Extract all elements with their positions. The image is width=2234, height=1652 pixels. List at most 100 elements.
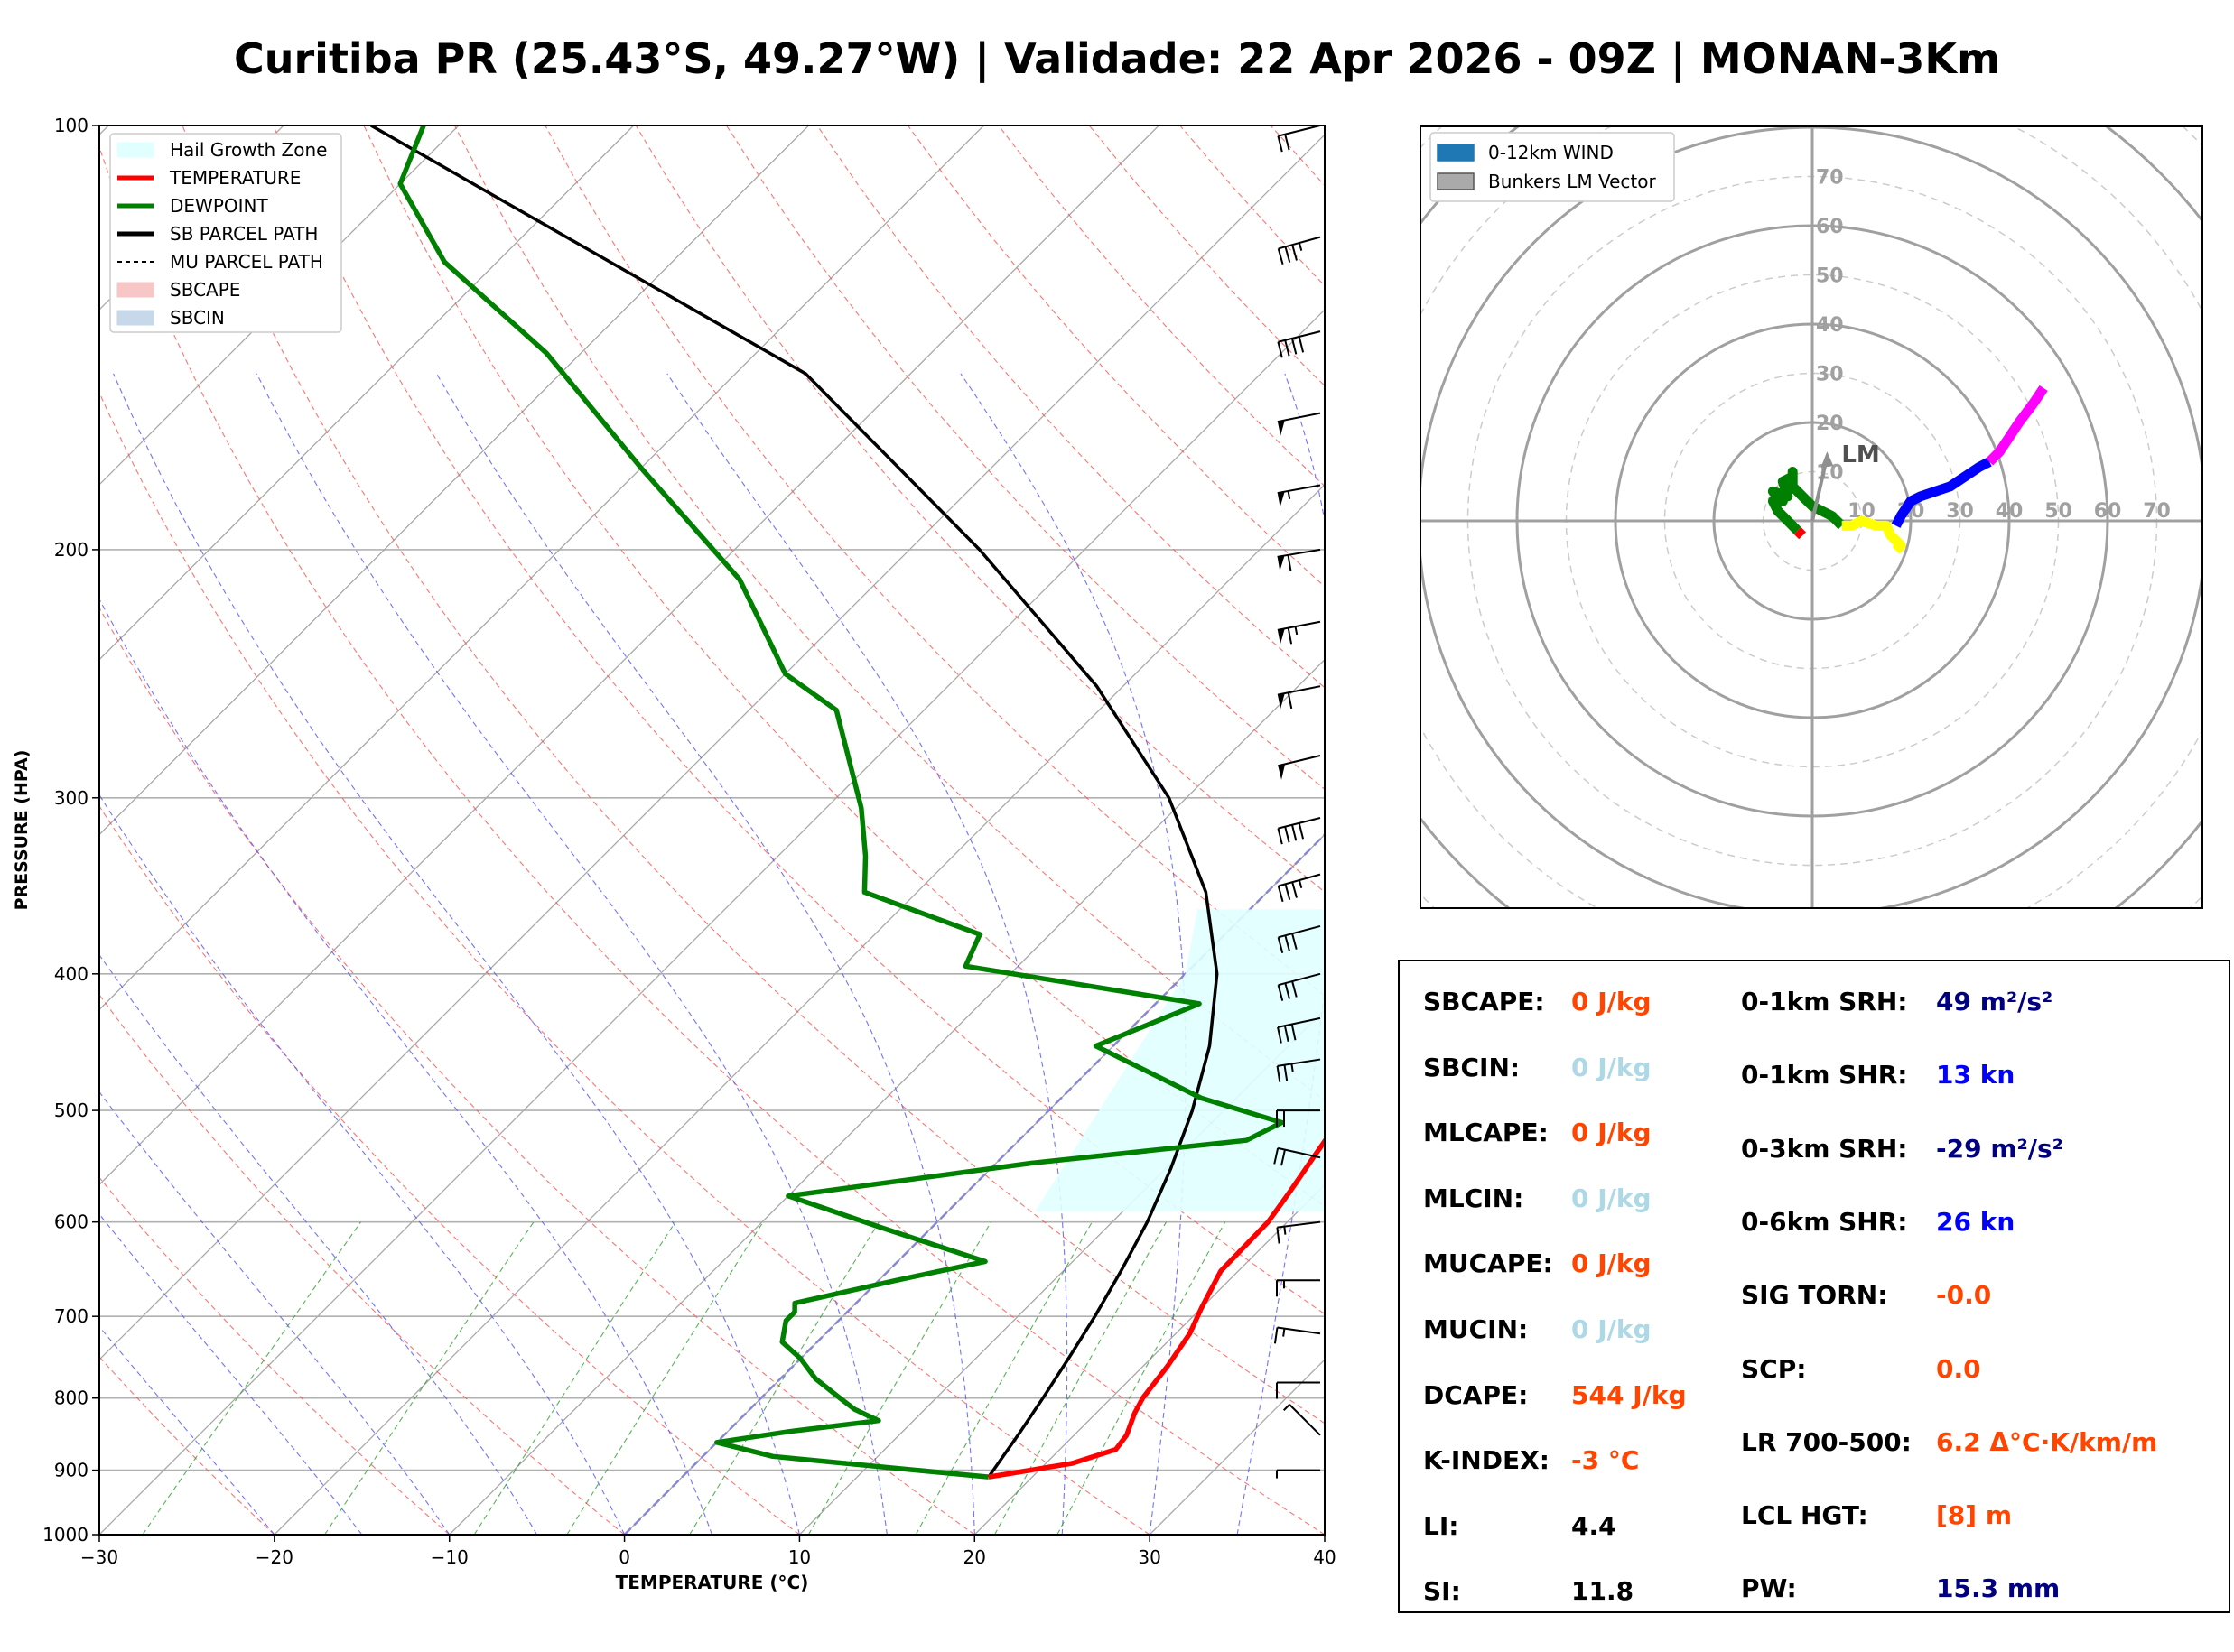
ring-label-y: 50 [1816, 265, 1844, 288]
wind-barb-full [1298, 822, 1305, 840]
wind-barb [1277, 685, 1321, 710]
wind-barb [1276, 1058, 1321, 1082]
temperature-line [988, 1137, 1325, 1480]
dry-adiabat [545, 125, 1325, 997]
wind-barb-half [1298, 242, 1303, 251]
wind-barb-half [1287, 490, 1291, 499]
x-tick-label: 0 [619, 1546, 630, 1568]
x-tick-label: −30 [80, 1546, 118, 1568]
bunkers-lm-arrowhead [1820, 451, 1834, 469]
wind-barb-full [1291, 244, 1298, 261]
wind-barb-full [1277, 984, 1284, 1001]
x-tick-label: 20 [963, 1546, 986, 1568]
legend-label: 0-12km WIND [1488, 142, 1614, 163]
wind-barb-full [1276, 1227, 1280, 1244]
hodograph-trace [1891, 457, 1992, 528]
isotherm-line [99, 309, 1325, 1535]
isotherm-line [99, 125, 810, 836]
index-value: 0.0 [1936, 1353, 1981, 1384]
wind-barb [1276, 1469, 1320, 1479]
legend-label: SBCIN [170, 307, 225, 329]
legend-label: MU PARCEL PATH [170, 251, 323, 273]
wind-barb-full [1291, 980, 1298, 998]
y-tick-label: 900 [54, 1460, 88, 1481]
x-axis-label: TEMPERATURE (°C) [616, 1572, 809, 1593]
skew-t-frame [98, 125, 1326, 1536]
wind-barb-full [1284, 884, 1291, 900]
moist-adiabat [1324, 1532, 1325, 1535]
wind-barb-full [1277, 886, 1284, 903]
wind-barb-full [1277, 828, 1283, 845]
hodograph-legend: 0-12km WIND Bunkers LM Vector [1429, 132, 1675, 202]
legend-label: SBCAPE [170, 279, 240, 301]
skew-t-plot-area [99, 125, 1325, 1535]
x-tick-label: −10 [431, 1546, 469, 1568]
index-label: PW: [1741, 1573, 1797, 1604]
legend-swatch [116, 142, 154, 158]
wind-barb [1277, 236, 1321, 265]
wind-barb-full [1290, 1024, 1297, 1041]
dry-adiabat [1088, 125, 1325, 387]
ring-label-x: 70 [2143, 500, 2171, 523]
legend-box [1429, 132, 1675, 202]
isotherm-line [798, 1008, 1325, 1535]
dry-adiabat [99, 607, 975, 1535]
wind-barb-full [1291, 933, 1298, 950]
x-tick-label: 40 [1313, 1546, 1336, 1568]
wind-barb-half [1298, 879, 1303, 889]
index-value: 26 kn [1936, 1206, 2015, 1237]
dry-adiabat [453, 125, 1325, 1101]
mixing-ratio-line [994, 1221, 1167, 1535]
legend-label: SB PARCEL PATH [170, 223, 318, 245]
wind-barb-full [1284, 339, 1290, 357]
wind-barb [1277, 330, 1321, 358]
index-label: SBCIN: [1423, 1052, 1521, 1082]
hodograph-trace [1767, 467, 1846, 534]
moist-adiabat [960, 373, 1187, 1535]
hodograph-frame [1420, 125, 2203, 909]
wind-barb-full [1284, 982, 1290, 999]
wind-barb [1278, 755, 1321, 780]
dry-adiabat [99, 805, 800, 1535]
wind-barb [1277, 972, 1321, 1001]
wind-barb [1276, 1109, 1320, 1128]
index-value: 544 J/kg [1571, 1379, 1687, 1410]
mixing-ratio-line [1056, 1221, 1226, 1535]
wind-barb-full [1276, 1065, 1281, 1082]
dry-adiabat [1270, 125, 1325, 187]
index-value: -29 m²/s² [1936, 1133, 2063, 1164]
wind-barb-full [1277, 135, 1283, 153]
dewpoint-line [397, 125, 1285, 1480]
index-value: 0 J/kg [1571, 1248, 1652, 1279]
dry-adiabat [1179, 125, 1325, 287]
index-value: 0 J/kg [1571, 1314, 1652, 1344]
index-label: 0-1km SHR: [1741, 1060, 1908, 1091]
wind-barb-full [1283, 1064, 1289, 1081]
index-value: -0.0 [1936, 1280, 1992, 1311]
wind-barb [1277, 817, 1321, 845]
moist-adiabat [666, 373, 1068, 1535]
y-tick-label: 400 [54, 963, 88, 985]
wind-barb [1273, 1146, 1321, 1166]
wind-barb-full [1287, 692, 1293, 710]
index-label: 0-3km SRH: [1741, 1133, 1908, 1164]
ring-label-x: 50 [2044, 500, 2072, 523]
dry-adiabat [99, 145, 1325, 1535]
index-value: 0 J/kg [1571, 1052, 1652, 1082]
index-value: 0 J/kg [1571, 1183, 1652, 1213]
wind-barb-staff [1278, 817, 1321, 830]
isotherm-line [99, 125, 460, 486]
wind-barb-half [1282, 1404, 1290, 1411]
moist-adiabat [99, 794, 626, 1535]
wind-barb [1277, 484, 1321, 507]
mixing-ratio-line [807, 1221, 991, 1535]
wind-barb-staff [1277, 685, 1321, 696]
indices-panel: SBCAPE: 0 J/kg SBCIN: 0 J/kg MLCAPE: 0 J/kg ML… [1398, 960, 2230, 1613]
dry-adiabat [816, 125, 1325, 689]
wind-barb-full [1277, 248, 1284, 265]
wind-barb-full [1284, 246, 1291, 263]
wind-barb [1277, 125, 1321, 153]
isotherm-line [449, 658, 1325, 1535]
wind-barb-full [1291, 881, 1298, 898]
legend-swatch [1437, 144, 1475, 162]
